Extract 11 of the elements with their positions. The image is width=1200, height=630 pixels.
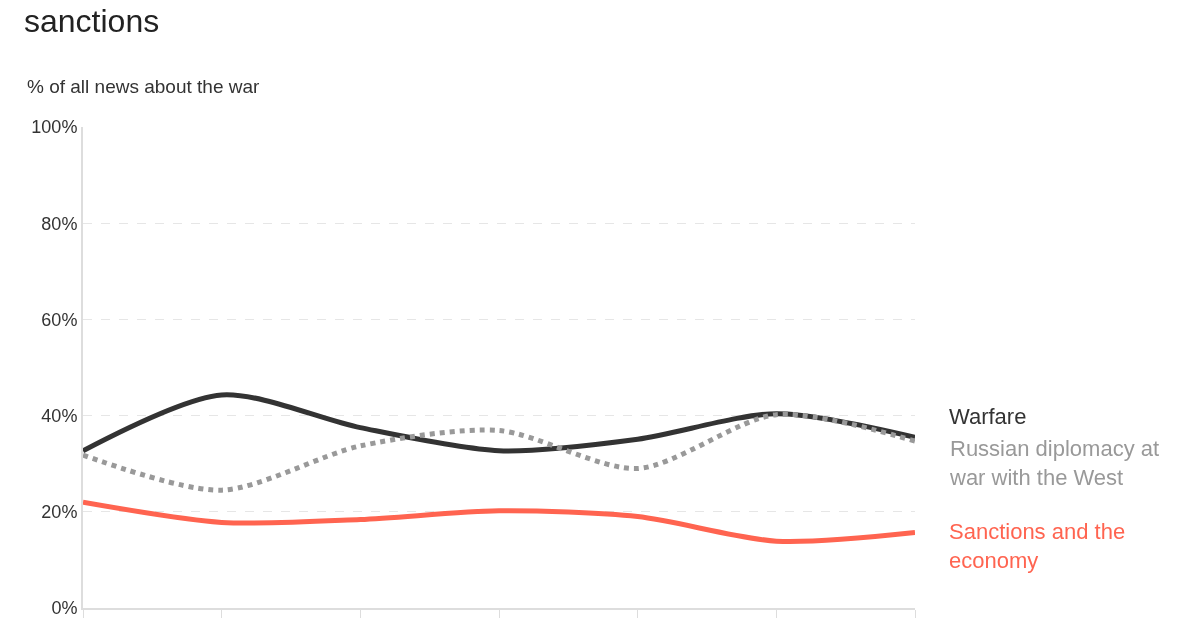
y-tick-label: 100%	[31, 117, 78, 138]
series-label: Warfare	[949, 404, 1027, 429]
y-tick-label: 80%	[41, 213, 78, 234]
y-axis-title: % of all news about the war	[27, 76, 261, 97]
y-tick-label: 20%	[41, 502, 78, 523]
y-tick-label: 60%	[41, 309, 78, 330]
series-label: Russian diplomacy at war with the West	[949, 436, 1160, 490]
y-tick-label: 0%	[51, 598, 78, 619]
chart-title: sanctions	[24, 2, 160, 39]
series-label: Sanctions and the economy	[949, 519, 1126, 573]
y-tick-label: 40%	[41, 405, 78, 426]
